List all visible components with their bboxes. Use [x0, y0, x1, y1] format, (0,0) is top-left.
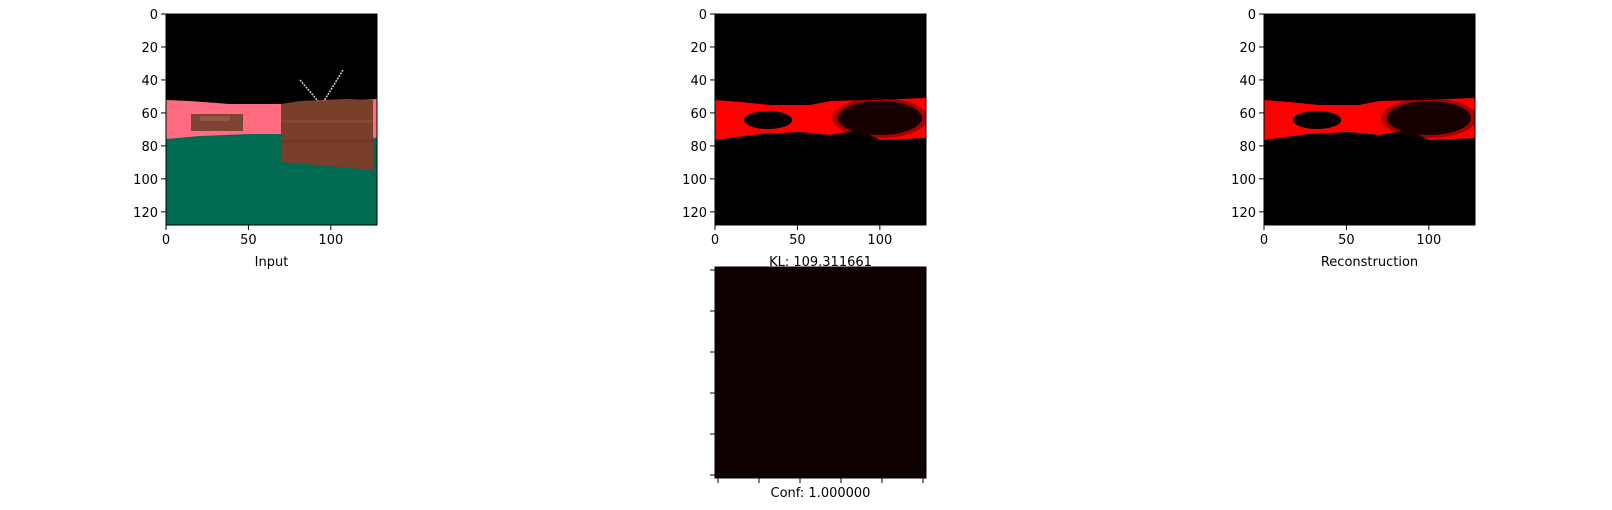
- y-tick-label: 60: [690, 107, 707, 122]
- y-tick-label: 40: [1239, 74, 1256, 89]
- mask-axes: 0 50 100 0 20 40 60 80 100 120: [682, 8, 892, 248]
- x-tick-label: 100: [1416, 233, 1441, 248]
- y-tick-label: 80: [141, 140, 158, 155]
- mask-frame: [714, 13, 927, 226]
- y-tick-label: 120: [133, 206, 158, 221]
- reconstruction-image: [1264, 14, 1475, 225]
- y-tick-label: 100: [133, 173, 158, 188]
- y-tick-label: 40: [141, 74, 158, 89]
- input-panel: 0 50 100 0 20 40 60 80 100 120 Input: [133, 8, 378, 270]
- y-tick-label: 100: [1231, 173, 1256, 188]
- y-tick-label: 20: [141, 41, 158, 56]
- y-tick-label: 20: [690, 41, 707, 56]
- y-tick-label: 60: [141, 107, 158, 122]
- y-tick-label: 100: [682, 173, 707, 188]
- y-tick-label: 80: [1239, 140, 1256, 155]
- x-tick-label: 50: [1338, 233, 1355, 248]
- x-tick-label: 0: [162, 233, 170, 248]
- mask-panel: 0 50 100 0 20 40 60 80 100 120 KL: 109.311661: [682, 8, 927, 270]
- confidence-axes: [710, 269, 924, 483]
- input-frame: [165, 13, 378, 226]
- y-tick-label: 0: [1248, 8, 1256, 23]
- y-tick-label: 0: [699, 8, 707, 23]
- y-tick-label: 0: [150, 8, 158, 23]
- reconstruction-label: Reconstruction: [1321, 255, 1418, 270]
- x-tick-label: 0: [711, 233, 719, 248]
- x-tick-label: 100: [318, 233, 343, 248]
- input-image: [166, 14, 377, 225]
- x-tick-label: 50: [789, 233, 806, 248]
- x-tick-label: 0: [1260, 233, 1268, 248]
- y-tick-label: 60: [1239, 107, 1256, 122]
- kl-label: KL: 109.311661: [769, 255, 872, 270]
- confidence-heatmap: [714, 266, 927, 479]
- y-tick-label: 120: [682, 206, 707, 221]
- confidence-label: Conf: 1.000000: [771, 486, 871, 501]
- y-tick-label: 120: [1231, 206, 1256, 221]
- reconstruction-frame: [1263, 13, 1476, 226]
- y-tick-label: 40: [690, 74, 707, 89]
- input-axes: 0 50 100 0 20 40 60 80 100 120: [133, 8, 343, 248]
- mask-image: [715, 14, 926, 225]
- y-tick-label: 20: [1239, 41, 1256, 56]
- x-tick-label: 50: [240, 233, 257, 248]
- x-tick-label: 100: [867, 233, 892, 248]
- reconstruction-panel: 0 50 100 0 20 40 60 80 100 120 Reconstruction: [1231, 8, 1476, 270]
- input-label: Input: [255, 255, 289, 270]
- reconstruction-axes: 0 50 100 0 20 40 60 80 100 120: [1231, 8, 1441, 248]
- y-tick-label: 80: [690, 140, 707, 155]
- confidence-panel: Conf: 1.000000: [710, 266, 927, 501]
